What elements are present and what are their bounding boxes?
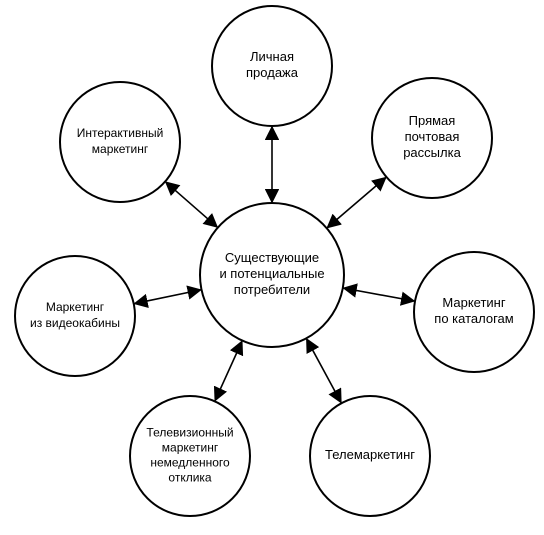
- radial-diagram: Личнаяпродажа Прямаяпочтоваярассылка Марке…: [0, 0, 544, 535]
- edge-center-video-kiosk: [135, 290, 201, 304]
- node-label-personal-sales: Личнаяпродажа: [246, 49, 299, 80]
- node-direct-mail: Прямаяпочтоваярассылка: [372, 78, 492, 198]
- edge-center-catalog-marketing: [344, 288, 414, 301]
- edge-center-interactive-marketing: [166, 182, 217, 227]
- edge-center-telemarketing: [307, 339, 341, 402]
- node-personal-sales: Личнаяпродажа: [212, 6, 332, 126]
- node-telemarketing: Телемаркетинг: [310, 396, 430, 516]
- node-label-catalog-marketing: Маркетингпо каталогам: [434, 295, 513, 326]
- edge-center-direct-mail: [327, 178, 385, 228]
- node-interactive-marketing: Интерактивныймаркетинг: [60, 82, 180, 202]
- node-label-direct-mail: Прямаяпочтоваярассылка: [403, 113, 461, 160]
- node-label-telemarketing: Телемаркетинг: [325, 447, 415, 462]
- nodes-layer: Личнаяпродажа Прямаяпочтоваярассылка Марке…: [15, 6, 534, 516]
- node-video-kiosk: Маркетингиз видеокабины: [15, 256, 135, 376]
- node-tv-direct-response: Телевизионныймаркетингнемедленногоотклик…: [130, 396, 250, 516]
- node-catalog-marketing: Маркетингпо каталогам: [414, 252, 534, 372]
- node-label-center: Существующиеи потенциальныепотребители: [219, 250, 324, 297]
- node-center: Существующиеи потенциальныепотребители: [200, 203, 344, 347]
- edge-center-tv-direct-response: [215, 341, 242, 400]
